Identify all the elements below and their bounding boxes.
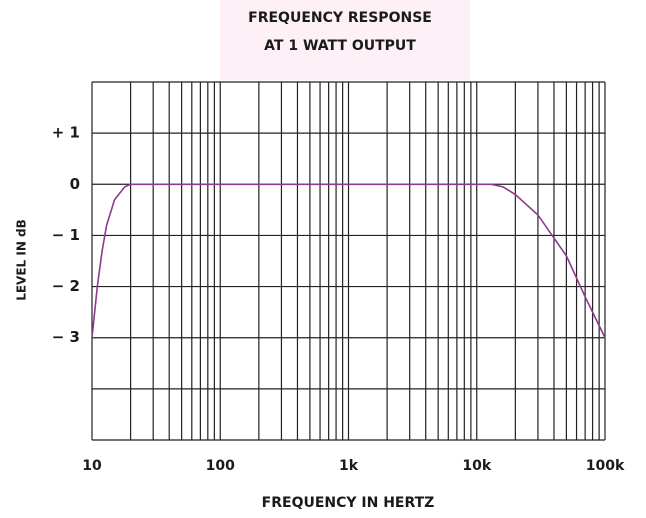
x-tick-label: 1k	[339, 458, 359, 474]
y-tick-label: + 1	[52, 124, 80, 142]
response-curve	[91, 183, 606, 339]
x-tick-label: 10	[82, 458, 102, 474]
x-axis-label: FREQUENCY IN HERTZ	[262, 495, 435, 511]
x-tick-label: 100k	[586, 458, 625, 474]
y-tick-label: − 1	[52, 226, 80, 244]
chart-title: FREQUENCY RESPONSE	[248, 10, 432, 26]
y-axis-label: LEVEL IN dB	[15, 219, 29, 301]
x-tick-label: 100	[206, 458, 235, 474]
y-tick-label: − 2	[52, 277, 80, 295]
chart-title: AT 1 WATT OUTPUT	[264, 38, 416, 54]
y-tick-label: − 3	[52, 328, 80, 346]
title-band	[220, 0, 470, 80]
y-tick-label: 0	[70, 175, 80, 193]
x-tick-label: 10k	[462, 458, 491, 474]
